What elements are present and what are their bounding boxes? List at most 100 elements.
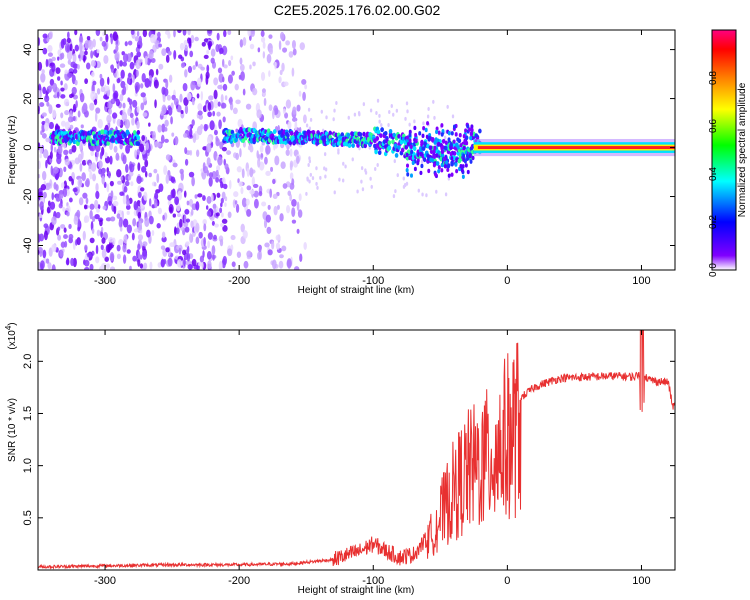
noise-speck <box>271 109 275 120</box>
noise-speck <box>150 33 156 44</box>
noise-speck <box>138 35 143 46</box>
noise-speck <box>64 110 70 116</box>
noise-speck <box>206 196 212 204</box>
ridge-mark <box>437 130 441 135</box>
y-tick-label: 1.0 <box>22 458 34 473</box>
noise-speck <box>217 101 221 107</box>
noise-speck <box>353 112 357 117</box>
noise-speck <box>425 193 428 198</box>
noise-speck <box>137 243 141 251</box>
noise-speck <box>184 226 190 233</box>
ridge-mark <box>414 132 418 138</box>
noise-speck <box>125 144 131 154</box>
x-tick-label: 100 <box>632 275 650 287</box>
noise-speck <box>174 226 177 236</box>
noise-speck <box>268 70 271 78</box>
noise-speck <box>404 116 407 121</box>
noise-speck <box>78 54 81 59</box>
ridge-mark <box>471 155 475 161</box>
noise-speck <box>63 180 67 190</box>
noise-speck <box>252 87 258 96</box>
ridge-mark <box>468 153 472 159</box>
noise-speck <box>205 205 209 210</box>
noise-speck <box>158 183 164 192</box>
noise-speck <box>163 258 167 265</box>
noise-speck <box>140 187 145 192</box>
noise-speck <box>281 245 287 252</box>
noise-speck <box>62 206 66 212</box>
ridge-mark <box>433 145 437 151</box>
noise-speck <box>184 104 189 115</box>
noise-speck <box>153 182 157 187</box>
noise-speck <box>282 47 288 53</box>
noise-speck <box>39 201 44 211</box>
noise-speck <box>202 218 207 226</box>
noise-speck <box>55 125 61 131</box>
noise-speck <box>174 135 179 146</box>
noise-speck <box>296 201 300 212</box>
noise-speck <box>196 77 202 88</box>
noise-speck <box>208 43 211 51</box>
ridge-mark <box>420 163 424 169</box>
noise-speck <box>120 176 124 181</box>
noise-speck <box>49 151 53 160</box>
noise-speck <box>239 63 245 72</box>
noise-speck <box>113 72 117 78</box>
noise-speck <box>121 111 128 122</box>
noise-speck <box>279 69 283 76</box>
noise-speck <box>134 36 139 42</box>
noise-speck <box>338 177 341 182</box>
noise-speck <box>207 240 211 249</box>
noise-speck <box>44 94 50 103</box>
noise-speck <box>99 219 103 227</box>
noise-speck <box>65 258 70 266</box>
noise-speck <box>144 170 148 178</box>
noise-speck <box>115 45 119 52</box>
noise-speck <box>263 97 267 107</box>
noise-speck <box>241 197 247 208</box>
noise-speck <box>224 163 229 170</box>
noise-speck <box>218 260 223 270</box>
noise-speck <box>307 107 311 112</box>
noise-speck <box>146 229 151 238</box>
noise-speck <box>110 98 116 105</box>
noise-speck <box>194 194 198 199</box>
noise-speck <box>264 156 268 165</box>
noise-speck <box>137 251 141 260</box>
noise-speck <box>275 234 281 241</box>
noise-speck <box>200 66 205 71</box>
noise-speck <box>39 102 45 108</box>
ridge-mark <box>411 160 415 166</box>
noise-speck <box>104 152 108 159</box>
y-tick-label: 20 <box>22 92 34 104</box>
noise-speck <box>227 74 233 84</box>
noise-speck <box>134 149 138 159</box>
noise-speck <box>68 233 74 240</box>
ridge-mark <box>470 124 474 129</box>
noise-speck <box>191 258 197 267</box>
noise-speck <box>91 71 95 78</box>
noise-speck <box>89 237 95 244</box>
noise-speck <box>392 194 396 199</box>
ridge-mark <box>432 149 436 154</box>
noise-speck <box>68 148 73 155</box>
noise-speck <box>119 60 123 67</box>
ridge-mark <box>106 141 110 146</box>
noise-speck <box>68 223 72 230</box>
noise-speck <box>203 223 207 232</box>
noise-speck <box>50 165 53 176</box>
noise-speck <box>137 234 144 241</box>
noise-speck <box>240 186 244 195</box>
ridge-mark <box>447 173 451 178</box>
noise-speck <box>122 85 127 95</box>
noise-speck <box>260 30 265 38</box>
ridge-mark <box>455 168 459 174</box>
ridge-mark <box>450 172 454 177</box>
noise-speck <box>390 104 393 109</box>
noise-speck <box>135 69 139 77</box>
noise-speck <box>140 83 144 89</box>
noise-speck <box>218 119 222 130</box>
noise-speck <box>405 101 409 106</box>
noise-speck <box>184 147 188 155</box>
noise-speck <box>216 32 220 41</box>
